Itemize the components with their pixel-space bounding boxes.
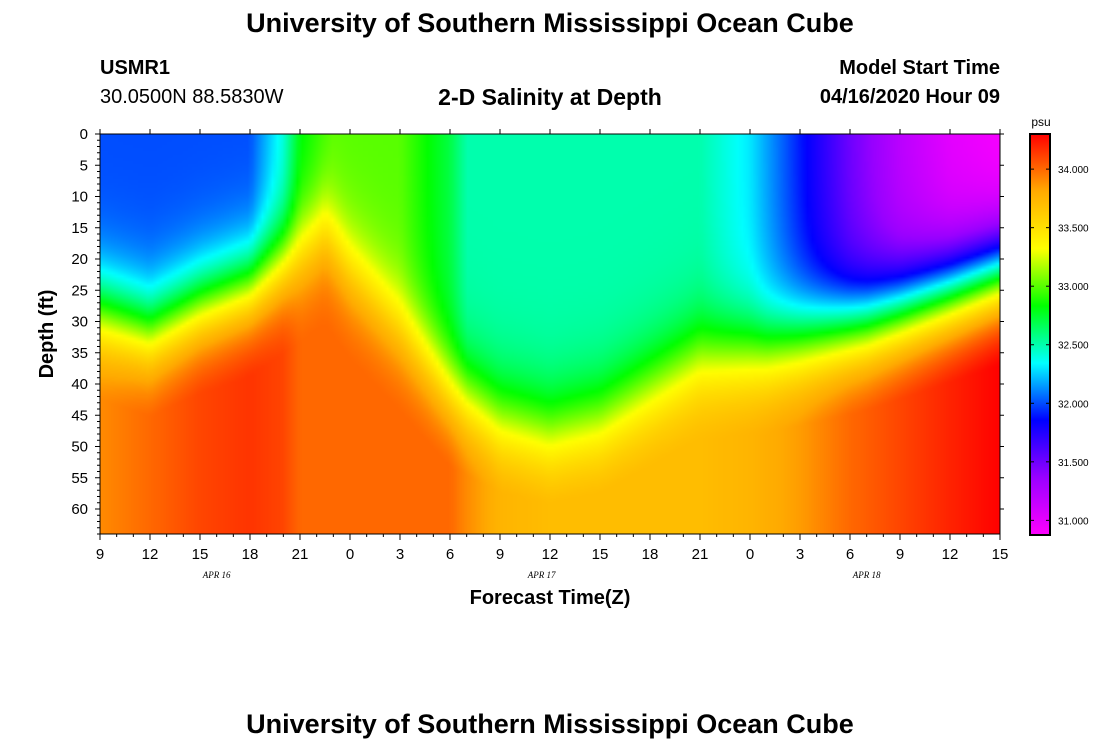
x-tick-label: 12	[942, 546, 959, 563]
x-tick-label: 6	[446, 546, 454, 563]
x-tick-label: 21	[292, 546, 309, 563]
x-tick-label: 12	[542, 546, 559, 563]
colorbar-frame	[1029, 133, 1051, 536]
y-tick-label: 15	[71, 220, 88, 237]
y-tick-label: 25	[71, 282, 88, 299]
colorbar-tick-label: 32.500	[1058, 341, 1089, 352]
y-tick-label: 50	[71, 439, 88, 456]
x-tick-label: 9	[896, 546, 904, 563]
y-axis: 0 5 10 15 20 25 30 35 40 45 50 55 60	[71, 126, 1004, 535]
colorbar: psu 34.000 33.500 33.000 32.500 32.000 31.500…	[1029, 115, 1089, 536]
x-date-label: APR 16	[202, 570, 231, 580]
model-start-label: Model Start Time	[839, 57, 1000, 79]
y-axis-label: Depth (ft)	[36, 290, 58, 379]
y-tick-label: 35	[71, 345, 88, 362]
x-tick-label: 3	[396, 546, 404, 563]
x-tick-label: 9	[96, 546, 104, 563]
x-tick-label: 15	[192, 546, 209, 563]
colorbar-tick-label: 31.000	[1058, 516, 1089, 527]
colorbar-gradient	[1030, 134, 1050, 535]
station-coordinates: 30.0500N 88.5830W	[100, 86, 284, 108]
x-axis-label: Forecast Time(Z)	[470, 587, 631, 609]
y-tick-label: 30	[71, 314, 88, 331]
x-tick-label: 15	[992, 546, 1009, 563]
salinity-heatmap	[100, 134, 1000, 534]
x-date-label: APR 17	[527, 570, 556, 580]
y-tick-label: 55	[71, 470, 88, 487]
x-axis: 9 12 15 18 21 0 3 6 9 12 15 18 21 0 3 6 9 12 15	[96, 129, 1009, 563]
x-tick-label: 18	[242, 546, 259, 563]
colorbar-unit: psu	[1031, 115, 1050, 129]
x-tick-label: 15	[592, 546, 609, 563]
y-tick-label: 5	[80, 157, 88, 174]
colorbar-tick-label: 33.500	[1058, 224, 1089, 235]
y-tick-label: 0	[80, 126, 88, 143]
station-id: USMR1	[100, 57, 171, 79]
colorbar-tick-label: 33.000	[1058, 282, 1089, 293]
x-tick-label: 9	[496, 546, 504, 563]
x-tick-label: 0	[746, 546, 754, 563]
model-start-value: 04/16/2020 Hour 09	[819, 86, 1000, 108]
page-title: University of Southern Mississippi Ocean…	[246, 8, 854, 38]
x-tick-label: 6	[846, 546, 854, 563]
plot-title: 2-D Salinity at Depth	[438, 84, 662, 110]
x-date-label: APR 18	[852, 570, 881, 580]
x-date-labels: APR 16 APR 17 APR 18	[202, 570, 881, 580]
y-tick-label: 10	[71, 189, 88, 206]
x-tick-label: 21	[692, 546, 709, 563]
x-tick-label: 12	[142, 546, 159, 563]
colorbar-tick-label: 31.500	[1058, 458, 1089, 469]
y-tick-label: 45	[71, 407, 88, 424]
colorbar-tick-label: 34.000	[1058, 165, 1089, 176]
colorbar-tick-label: 32.000	[1058, 399, 1089, 410]
colorbar-ticks: 34.000 33.500 33.000 32.500 32.000 31.500 31.0…	[1030, 165, 1089, 527]
y-tick-label: 40	[71, 376, 88, 393]
y-tick-label: 20	[71, 251, 88, 268]
x-tick-label: 18	[642, 546, 659, 563]
x-tick-label: 0	[346, 546, 354, 563]
footer-title: University of Southern Mississippi Ocean…	[246, 709, 854, 739]
y-tick-label: 60	[71, 501, 88, 518]
x-tick-label: 3	[796, 546, 804, 563]
